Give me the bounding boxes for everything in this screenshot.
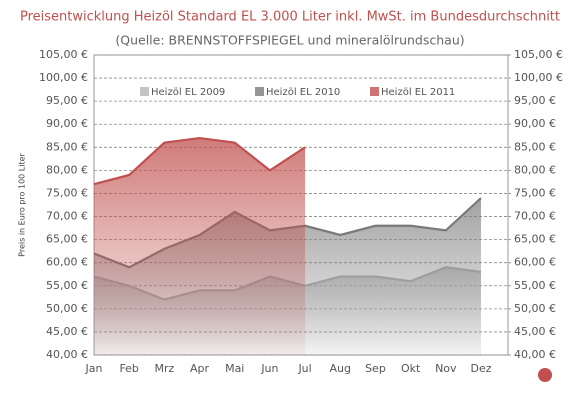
y2-tick-label: 70,00 € xyxy=(514,210,556,223)
y-tick-label: 50,00 € xyxy=(46,302,88,315)
y-tick-label: 80,00 € xyxy=(46,163,88,176)
x-tick-label: Jan xyxy=(85,362,103,375)
y2-tick-label: 75,00 € xyxy=(514,186,556,199)
y2-tick-label: 100,00 € xyxy=(514,71,563,84)
x-tick-label: Apr xyxy=(190,362,210,375)
series-area xyxy=(94,138,306,355)
y-tick-label: 60,00 € xyxy=(46,256,88,269)
y2-tick-label: 55,00 € xyxy=(514,279,556,292)
y-tick-label: 90,00 € xyxy=(46,117,88,130)
y2-tick-label: 90,00 € xyxy=(514,117,556,130)
y-tick-label: 105,00 € xyxy=(39,48,88,61)
y2-tick-label: 45,00 € xyxy=(514,325,556,338)
y2-tick-label: 95,00 € xyxy=(514,94,556,107)
y-tick-label: 55,00 € xyxy=(46,279,88,292)
legend-swatch xyxy=(255,87,264,96)
y2-tick-label: 60,00 € xyxy=(514,256,556,269)
logo xyxy=(538,368,552,382)
y-axis-label: Preis in Euro pro 100 Liter xyxy=(18,152,27,256)
legend-swatch xyxy=(370,87,379,96)
x-tick-label: Jul xyxy=(297,362,311,375)
y2-tick-label: 80,00 € xyxy=(514,163,556,176)
y-tick-label: 85,00 € xyxy=(46,140,88,153)
y-tick-label: 100,00 € xyxy=(39,71,88,84)
y-tick-label: 95,00 € xyxy=(46,94,88,107)
x-tick-label: Jun xyxy=(260,362,278,375)
x-tick-label: Sep xyxy=(365,362,386,375)
y2-tick-label: 65,00 € xyxy=(514,233,556,246)
y2-tick-label: 85,00 € xyxy=(514,140,556,153)
y2-tick-label: 105,00 € xyxy=(514,48,563,61)
legend-label: Heizöl EL 2011 xyxy=(381,87,455,98)
chart-title: Preisentwicklung Heizöl Standard EL 3.00… xyxy=(20,10,560,25)
chart-subtitle: (Quelle: BRENNSTOFFSPIEGEL und mineralöl… xyxy=(115,33,464,48)
series-line xyxy=(93,136,306,186)
y-tick-label: 70,00 € xyxy=(46,210,88,223)
y-tick-label: 75,00 € xyxy=(46,186,88,199)
legend-swatch xyxy=(140,87,149,96)
y-tick-label: 40,00 € xyxy=(46,348,88,361)
x-tick-label: Okt xyxy=(401,362,421,375)
y-tick-label: 65,00 € xyxy=(46,233,88,246)
y2-tick-label: 40,00 € xyxy=(514,348,556,361)
x-tick-label: Mrz xyxy=(154,362,174,375)
y2-tick-label: 50,00 € xyxy=(514,302,556,315)
x-tick-label: Mai xyxy=(225,362,244,375)
legend-label: Heizöl EL 2010 xyxy=(266,87,340,98)
x-tick-label: Aug xyxy=(330,362,351,375)
x-tick-label: Feb xyxy=(119,362,138,375)
x-tick-label: Nov xyxy=(435,362,457,375)
y-tick-label: 45,00 € xyxy=(46,325,88,338)
legend-label: Heizöl EL 2009 xyxy=(151,87,225,98)
x-tick-label: Dez xyxy=(470,362,491,375)
